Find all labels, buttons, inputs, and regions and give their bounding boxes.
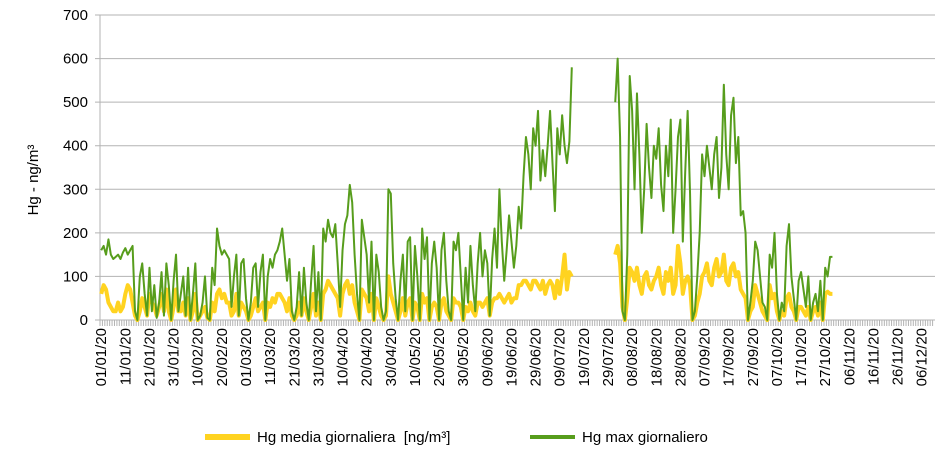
- x-tick-label: 19/06/20: [503, 328, 520, 386]
- x-tick-label: 30/04/20: [383, 328, 400, 386]
- x-tick-label: 28/08/20: [672, 328, 689, 386]
- series-line: [613, 243, 833, 322]
- y-axis-label: Hg - ng/m³: [25, 145, 42, 216]
- x-tick-label: 27/09/20: [745, 328, 762, 386]
- x-tick-label: 16/11/20: [865, 328, 882, 385]
- x-tick-label: 10/05/20: [407, 328, 424, 386]
- y-tick-label: 100: [63, 268, 88, 285]
- x-tick-label: 21/01/20: [141, 328, 158, 386]
- x-tick-label: 27/10/20: [817, 328, 834, 386]
- x-tick-label: 07/09/20: [697, 328, 714, 386]
- x-tick-label: 26/11/20: [890, 328, 907, 385]
- x-tick-label: 20/04/20: [359, 328, 376, 386]
- series-line: [100, 67, 573, 321]
- x-tick-label: 18/08/20: [648, 328, 665, 386]
- x-tick-label: 09/06/20: [479, 328, 496, 386]
- x-tick-label: 31/03/20: [310, 328, 327, 386]
- x-tick-label: 01/03/20: [238, 328, 255, 386]
- x-tick-label: 29/06/20: [528, 328, 545, 386]
- y-tick-label: 600: [63, 51, 88, 68]
- x-tick-label: 07/10/20: [769, 328, 786, 386]
- x-tick-label: 10/02/20: [190, 328, 207, 386]
- x-tick-label: 10/04/20: [335, 328, 352, 386]
- series-line: [99, 252, 574, 322]
- x-tick-label: 17/10/20: [793, 328, 810, 386]
- x-tick-label: 30/05/20: [455, 328, 472, 386]
- series-line: [614, 57, 833, 321]
- x-tick-label: 08/08/20: [624, 328, 641, 386]
- x-tick-label: 31/01/20: [166, 328, 183, 386]
- y-tick-label: 300: [63, 181, 88, 198]
- x-tick-label: 17/09/20: [721, 328, 738, 386]
- x-tick-label: 01/01/20: [93, 328, 110, 386]
- y-tick-label: 500: [63, 94, 88, 111]
- x-tick-label: 06/11/20: [841, 328, 858, 385]
- x-tick-label: 21/03/20: [286, 328, 303, 386]
- x-tick-label: 06/12/20: [914, 328, 931, 386]
- y-tick-label: 0: [80, 312, 88, 329]
- x-tick-label: 20/02/20: [214, 328, 231, 386]
- legend-label: Hg media giornaliera [ng/m³]: [257, 429, 450, 446]
- x-tick-label: 09/07/20: [552, 328, 569, 386]
- x-tick-label: 19/07/20: [576, 328, 593, 386]
- legend-label: Hg max giornaliero: [582, 429, 708, 446]
- x-tick-label: 11/01/20: [117, 328, 134, 385]
- y-tick-label: 200: [63, 225, 88, 242]
- x-tick-label: 11/03/20: [262, 328, 279, 385]
- x-tick-label: 29/07/20: [600, 328, 617, 386]
- y-tick-label: 400: [63, 138, 88, 155]
- y-tick-label: 700: [63, 7, 88, 24]
- x-tick-label: 20/05/20: [431, 328, 448, 386]
